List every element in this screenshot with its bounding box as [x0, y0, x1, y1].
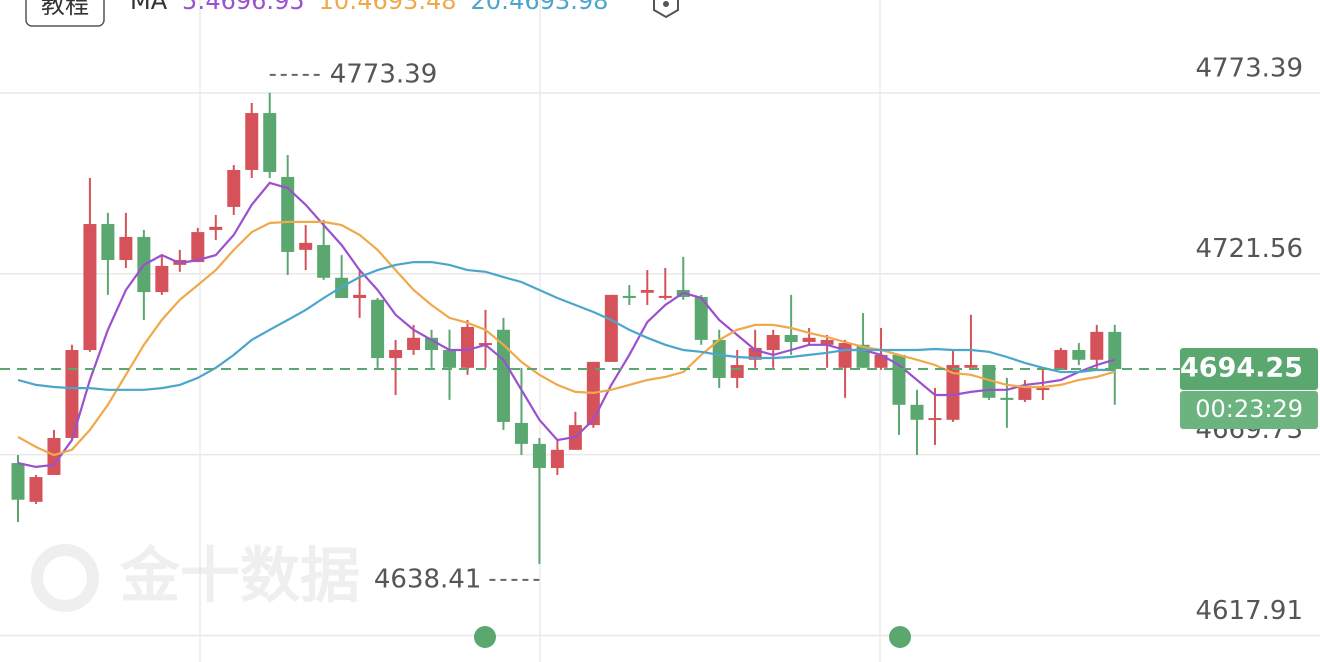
- candle-body: [1036, 388, 1050, 391]
- candle-body: [1054, 350, 1068, 370]
- candle-body: [155, 265, 169, 293]
- candle-body: [1108, 331, 1122, 370]
- candle-body: [47, 437, 61, 475]
- candle-body: [658, 295, 672, 298]
- watermark: 金十数据: [31, 542, 360, 612]
- ma-line: [17, 181, 1116, 469]
- event-marker[interactable]: [474, 626, 496, 648]
- countdown-box: [1180, 391, 1318, 430]
- tab-label[interactable]: 教程: [41, 0, 89, 19]
- candle-body: [1072, 350, 1086, 360]
- candle-body: [820, 339, 834, 345]
- settings-hex[interactable]: [653, 0, 679, 19]
- current-price-label: 4694.25: [1180, 353, 1303, 384]
- ma-line: [17, 261, 1115, 391]
- settings-dot[interactable]: [663, 1, 669, 7]
- legend-entry: 5:4696.95: [182, 0, 305, 15]
- candle-body: [712, 339, 726, 378]
- settings-icon[interactable]: [653, 0, 679, 19]
- candle-body: [29, 477, 43, 502]
- event-marker[interactable]: [889, 626, 911, 648]
- high-annotation: 4773.39: [330, 59, 438, 89]
- candle-body: [65, 350, 79, 438]
- candle-body: [1090, 331, 1104, 360]
- candle-body: [928, 418, 942, 421]
- legend-entry: 20:4693.98: [470, 0, 608, 15]
- current-price-box: [1180, 348, 1318, 391]
- candle-body: [389, 350, 403, 359]
- candle-body: [443, 350, 457, 368]
- candle-body: [1000, 397, 1014, 400]
- candle-body: [802, 337, 816, 342]
- watermark-logo: [31, 544, 99, 612]
- candle-body: [946, 365, 960, 420]
- candle-body: [119, 236, 133, 260]
- candle-body: [766, 335, 780, 351]
- candle-body: [317, 244, 331, 278]
- candle-body: [964, 365, 978, 368]
- candle-body: [550, 449, 564, 468]
- candle-body: [263, 113, 277, 173]
- candle-body: [496, 329, 510, 422]
- candle-body: [1018, 387, 1032, 400]
- candle-body: [101, 224, 115, 260]
- candle-body: [461, 326, 474, 368]
- candle-body: [838, 343, 852, 368]
- candle-body: [604, 294, 618, 362]
- ma-line: [17, 220, 1116, 457]
- candle-body: [874, 354, 888, 368]
- candle-body: [245, 113, 259, 170]
- candle-body: [281, 176, 295, 252]
- tab-button[interactable]: [25, 0, 105, 27]
- candle-body: [532, 443, 546, 468]
- y-tick-label: 4773.39: [1195, 53, 1303, 83]
- plot: 4773.394721.564669.734617.914773.394638.…: [0, 53, 1320, 637]
- candle-body: [299, 242, 313, 250]
- legend-entry: 10:4693.48: [319, 0, 457, 15]
- candle-body: [407, 337, 421, 351]
- candle-body: [514, 422, 528, 444]
- countdown-label: 00:23:29: [1195, 395, 1303, 423]
- candle-body: [730, 365, 744, 378]
- y-tick-label: 4617.91: [1195, 596, 1303, 626]
- y-tick-label: 4721.56: [1195, 234, 1303, 264]
- candle-body: [371, 299, 385, 359]
- candle-body: [353, 294, 367, 299]
- indicator-label: MA: [130, 0, 168, 15]
- low-annotation: 4638.41: [374, 564, 482, 594]
- candle-body: [622, 295, 636, 299]
- candle-body: [227, 169, 241, 207]
- candle-body: [784, 335, 798, 342]
- candle-body: [748, 347, 762, 360]
- candle-body: [83, 224, 97, 351]
- candle-body: [209, 226, 223, 230]
- candle-body: [910, 404, 924, 420]
- candle-body: [191, 232, 205, 263]
- watermark-text: 金十数据: [120, 542, 360, 612]
- candle-body: [694, 296, 708, 340]
- candle-body: [640, 289, 654, 293]
- candle-body: [11, 463, 25, 500]
